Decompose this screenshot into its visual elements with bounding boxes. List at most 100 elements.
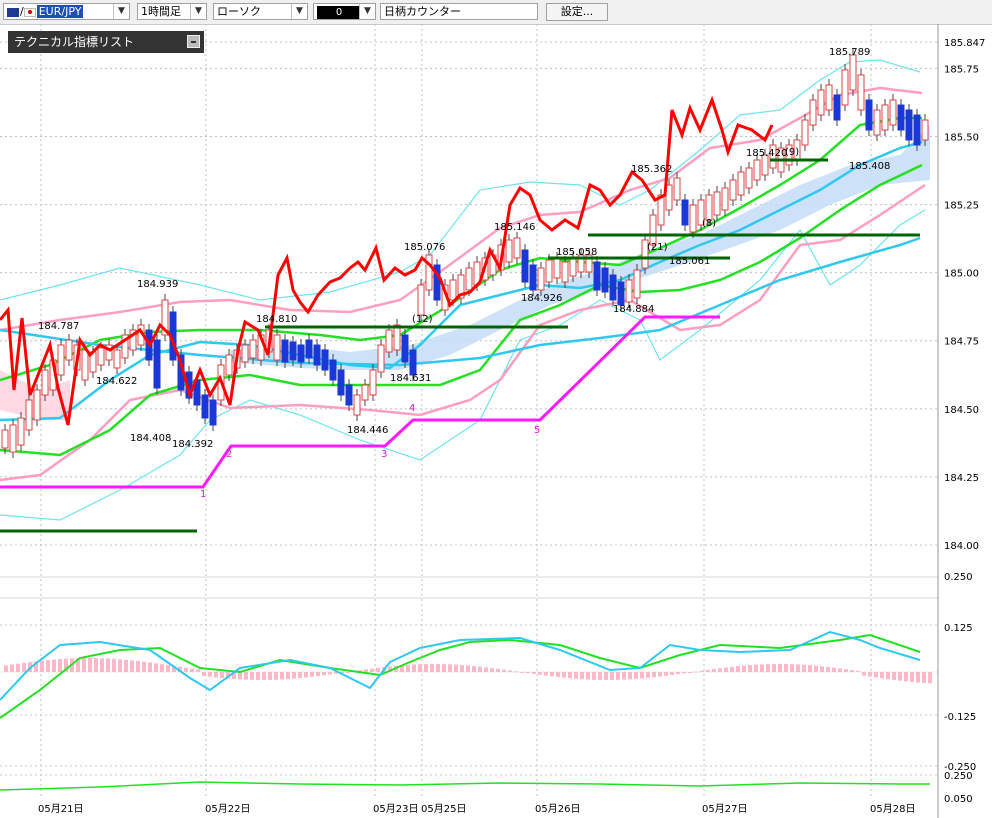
date-tick-label: 05月27日: [702, 803, 747, 815]
candle-body: [681, 199, 689, 226]
candle-body: [881, 104, 889, 131]
macd-histogram-bar: [376, 667, 380, 672]
macd-histogram-bar: [790, 664, 794, 672]
macd-histogram-bar: [586, 672, 590, 680]
grid: [0, 24, 939, 818]
count-label: 3: [381, 449, 387, 460]
symbol-select[interactable]: / EUR/JPY ▼: [3, 3, 130, 20]
macd-histogram-bar: [682, 672, 686, 674]
candle-body: [409, 349, 417, 376]
candle-body: [249, 339, 257, 359]
candle-body: [585, 254, 593, 273]
macd-histogram-bar: [76, 658, 80, 672]
color-swatch: 0: [317, 6, 361, 19]
candle-body: [921, 119, 929, 141]
minimize-icon[interactable]: [187, 35, 200, 48]
price-tick-label: 184.75: [944, 337, 979, 348]
chart-type-select[interactable]: ローソク ▼: [213, 3, 308, 20]
macd-histogram-bar: [46, 660, 50, 672]
bollinger-lower: [0, 209, 926, 521]
macd-histogram-bar: [922, 672, 926, 683]
price-annotation: 185.146: [494, 222, 535, 233]
candle-body: [97, 347, 105, 366]
eu-flag-icon: [7, 7, 19, 17]
candle-body: [273, 334, 281, 361]
macd-histogram-bar: [616, 672, 620, 680]
macd-histogram-bar: [442, 664, 446, 672]
price-annotation: 185.362: [631, 164, 672, 175]
candle-body: [761, 154, 769, 176]
candle-body: [9, 424, 17, 453]
macd-histogram-bar: [634, 672, 638, 679]
macd-histogram-bar: [832, 667, 836, 672]
candle-body: [857, 74, 865, 111]
symbol-value: EUR/JPY: [36, 5, 84, 18]
macd-histogram-bar: [262, 672, 266, 680]
sub-panel: [0, 781, 930, 791]
macd-histogram-bar: [754, 664, 758, 672]
period-label: (12): [412, 314, 433, 325]
candle-body: [81, 349, 89, 381]
candle-body: [57, 344, 65, 376]
macd-histogram-bar: [730, 666, 734, 672]
period-label: (8): [702, 218, 716, 229]
date-tick-label: 05月25日: [421, 803, 466, 815]
candle-body: [665, 184, 673, 211]
candle-body: [369, 369, 377, 396]
macd-histogram-bar: [244, 672, 248, 680]
macd-histogram-bar: [460, 665, 464, 672]
chevron-down-icon[interactable]: ▼: [190, 4, 206, 19]
macd-histogram-bar: [280, 672, 284, 680]
candle-body: [377, 344, 385, 373]
chevron-down-icon[interactable]: ▼: [291, 4, 307, 19]
settings-button[interactable]: 設定...: [546, 3, 608, 21]
candle-body: [361, 384, 369, 401]
price-tick-label: 185.00: [944, 269, 979, 280]
counter-input[interactable]: 日柄カウンター: [380, 3, 538, 20]
macd-histogram-bar: [538, 672, 542, 675]
candle-body: [1, 429, 9, 449]
candle-body: [649, 214, 657, 246]
macd-histogram-bar: [838, 668, 842, 672]
macd-tick-label: 0.125: [944, 623, 973, 634]
color-select[interactable]: 0 ▼: [313, 3, 376, 20]
macd-histogram-bar: [436, 664, 440, 672]
macd-histogram-bar: [478, 666, 482, 672]
macd-histogram-bar: [484, 667, 488, 672]
macd-histogram-bar: [10, 664, 14, 672]
macd-histogram-bar: [706, 669, 710, 672]
ma-mid: [0, 140, 923, 422]
chevron-down-icon[interactable]: ▼: [359, 4, 375, 19]
macd-histogram-bar: [88, 658, 92, 672]
candle-body: [713, 191, 721, 216]
candle-body: [353, 394, 361, 416]
candle-body: [617, 281, 625, 306]
candle-body: [385, 329, 393, 353]
price-annotation: 184.787: [38, 321, 79, 332]
candle-body: [817, 89, 825, 116]
macd-histogram-bar: [292, 672, 296, 679]
support-lines: [0, 158, 920, 533]
macd-histogram-bar: [322, 672, 326, 676]
chevron-down-icon[interactable]: ▼: [113, 4, 129, 19]
macd-histogram-bar: [328, 672, 332, 675]
macd-histogram-bar: [364, 669, 368, 672]
timeframe-select[interactable]: 1時間足 ▼: [137, 3, 207, 20]
macd-histogram-bar: [82, 658, 86, 672]
candle-body: [905, 109, 913, 141]
candle-body: [321, 349, 329, 371]
sub-tick-label: 0.250: [944, 771, 973, 782]
macd-histogram-bar: [286, 672, 290, 680]
candle-body: [625, 279, 633, 303]
price-axis: 185.847 185.75 185.50 185.25 185.00 184.75 184…: [944, 38, 985, 805]
price-tick-label: 184.50: [944, 405, 979, 416]
candle-body: [897, 104, 905, 131]
macd-histogram-bar: [196, 669, 200, 672]
macd-histogram-bar: [118, 659, 122, 672]
candle-body: [297, 344, 305, 363]
candle-body: [25, 399, 33, 431]
price-annotation: 184.622: [96, 376, 137, 387]
indicator-list-panel[interactable]: テクニカル指標リスト: [8, 31, 204, 53]
candle-body: [913, 114, 921, 146]
